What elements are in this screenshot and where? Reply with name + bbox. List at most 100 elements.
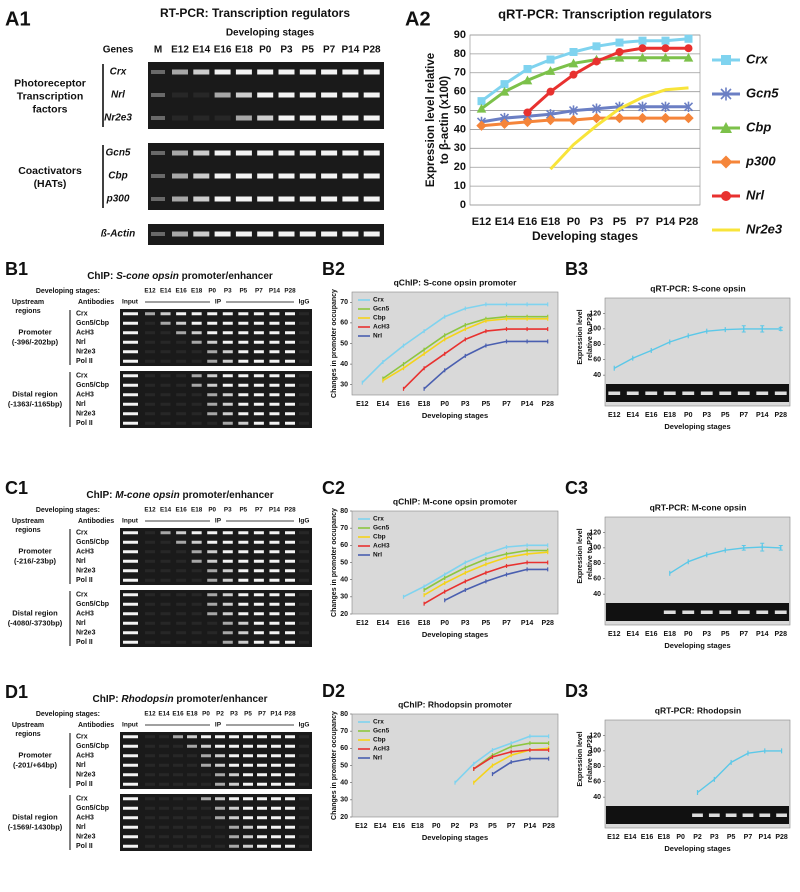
gel-band: [238, 593, 249, 597]
gel-band: [123, 569, 138, 573]
gel-band: [145, 412, 155, 416]
x-tick-label: E12: [355, 823, 368, 830]
gel-band: [222, 640, 233, 644]
gel-title: ChIP: S-cone opsin promoter/enhancer: [87, 271, 273, 282]
x-tick-label: P3: [461, 620, 470, 627]
gel-band: [123, 612, 138, 616]
panel-label: A1: [5, 8, 31, 30]
gel-band: [191, 331, 202, 335]
stage-label: P5: [244, 711, 252, 718]
x-tick-label: P28: [775, 631, 788, 638]
gel-band: [123, 735, 138, 739]
x-tick-label: P0: [440, 401, 449, 408]
gel-title-part: S-cone opsin: [116, 271, 179, 282]
gel-band: [626, 391, 639, 395]
gel-band: [145, 621, 155, 625]
y-tick-label: 50: [340, 559, 348, 566]
gel-band: [299, 754, 309, 758]
gel-band: [151, 70, 165, 74]
gel-band: [222, 321, 233, 325]
gel-band: [774, 610, 787, 614]
x-tick-label: P28: [775, 834, 788, 841]
gel-band: [229, 754, 239, 758]
gel-band: [299, 196, 316, 202]
x-tick-label: E14: [377, 620, 390, 627]
gel-band: [238, 540, 249, 544]
column-header: IP: [215, 299, 222, 306]
stage-label: E12: [144, 507, 156, 514]
gel-band: [238, 550, 249, 554]
gel-band: [191, 312, 202, 316]
gel-band: [214, 173, 231, 179]
gel-band: [207, 569, 218, 573]
gel-band: [269, 331, 280, 335]
x-tick-label: P5: [613, 216, 626, 228]
antibody-label: Gcn5/Cbp: [76, 743, 109, 750]
gel-band: [151, 116, 165, 120]
gel-band: [299, 421, 309, 425]
legend-marker: [720, 87, 732, 101]
gel-band: [207, 340, 218, 344]
data-line: [480, 56, 689, 110]
y-tick-label: 50: [340, 762, 348, 769]
gel-band: [191, 612, 202, 616]
data-line: [492, 757, 549, 775]
gel-band: [123, 374, 138, 378]
gel-band: [160, 602, 171, 606]
x-tick-label: P7: [507, 823, 516, 830]
gel-band: [222, 359, 233, 363]
x-axis-title: Developing stages: [532, 229, 638, 243]
gel-band: [145, 763, 155, 767]
gel-band: [207, 402, 218, 406]
gel-band: [123, 825, 138, 829]
y-tick-label: 50: [454, 104, 466, 116]
gel-band: [278, 231, 295, 237]
y-tick-label: 60: [340, 745, 348, 752]
gel-band: [176, 640, 187, 644]
gel-band: [207, 393, 218, 397]
gel-band: [215, 797, 225, 801]
gel-band: [253, 602, 264, 606]
stage-label: P0: [259, 45, 272, 56]
gel-band: [193, 196, 210, 202]
x-tick-label: P7: [636, 216, 649, 228]
gel-band: [238, 393, 249, 397]
gel-band: [207, 550, 218, 554]
gel-band: [253, 550, 264, 554]
group-label: (-216/-23bp): [14, 556, 57, 565]
antibody-label: Crx: [76, 373, 88, 380]
gel-band: [159, 763, 169, 767]
gel-band: [269, 359, 280, 363]
x-tick-label: E12: [608, 412, 621, 419]
y-tick-label: 70: [340, 728, 348, 735]
gel-band: [363, 92, 380, 98]
stage-label: P14: [269, 288, 281, 295]
gel-title-part: ChIP:: [92, 694, 118, 705]
gel-band: [269, 393, 280, 397]
x-tick-label: E18: [418, 401, 431, 408]
gel-band: [257, 773, 267, 777]
antibody-label: Nrl: [76, 339, 86, 346]
y-tick-label: 20: [340, 814, 348, 821]
gel-band: [145, 578, 155, 582]
gel-band: [299, 735, 309, 739]
antibody-label: AcH3: [76, 392, 94, 399]
stage-label: E14: [192, 45, 210, 56]
x-tick-label: P28: [541, 401, 554, 408]
gel-band: [269, 559, 280, 563]
column-header: Upstream: [12, 722, 44, 729]
antibody-label: Gcn5/Cbp: [76, 805, 109, 812]
column-header: M: [154, 45, 162, 56]
gel-band: [207, 312, 218, 316]
gel-band: [278, 115, 295, 121]
gel-band: [145, 735, 155, 739]
gel-band: [187, 816, 197, 820]
gel-band: [191, 321, 202, 325]
gel-band: [285, 593, 295, 597]
gel-band: [257, 173, 274, 179]
x-tick-label: P28: [775, 412, 788, 419]
x-tick-label: E16: [518, 216, 538, 228]
group-label: (HATs): [34, 178, 67, 190]
legend-label: Crx: [746, 51, 768, 66]
gel-band: [719, 391, 732, 395]
